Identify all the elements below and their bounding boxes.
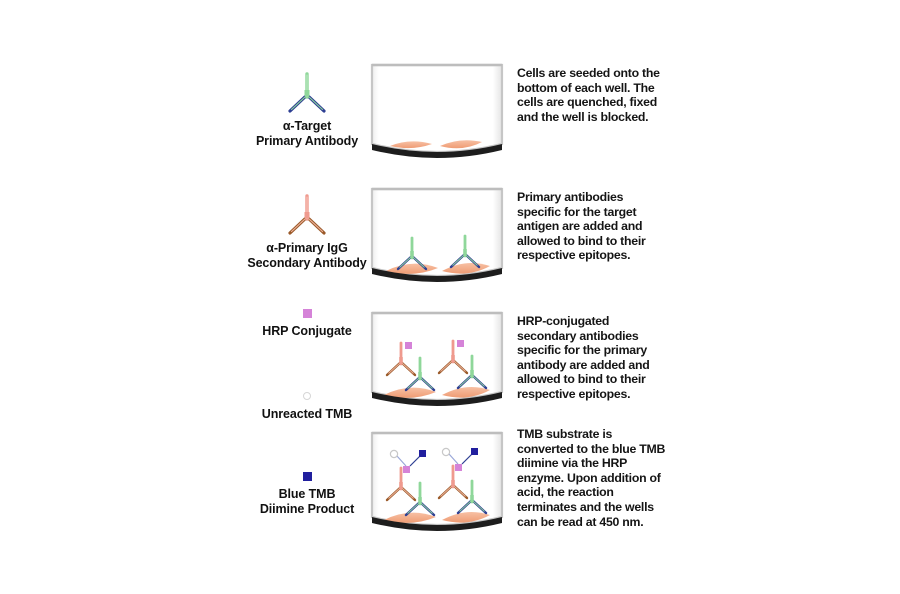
blue-tmb-marker <box>471 448 478 455</box>
hrp-conjugate-marker <box>403 466 410 473</box>
legend-item-unreacted-tmb: Unreacted TMB <box>222 388 392 422</box>
legend-item-blue-tmb: Blue TMB Diimine Product <box>222 468 392 516</box>
antibody-y-icon <box>222 68 392 116</box>
antibody-y-icon <box>222 190 392 238</box>
antibody-complex <box>437 339 488 390</box>
unreacted-tmb-marker <box>389 449 399 459</box>
hrp-conjugate-marker <box>455 464 462 471</box>
legend-item-secondary-antibody: α-Primary IgG Secondary Antibody <box>222 190 392 270</box>
cell-layer <box>390 140 482 149</box>
well-4 <box>368 430 506 540</box>
legend-item-primary-antibody: α-Target Primary Antibody <box>222 68 392 148</box>
well-3 <box>368 310 506 415</box>
antibody-complex <box>437 447 488 515</box>
legend-label-primary-antibody: α-Target Primary Antibody <box>255 119 359 148</box>
antibody-complex <box>385 341 436 392</box>
step-description-1: Cells are seeded onto the bottom of each… <box>517 66 660 124</box>
step-description-2: Primary antibodies specific for the targ… <box>517 190 646 263</box>
hrp-conjugate-marker <box>457 340 464 347</box>
antibody-complex <box>385 449 436 517</box>
step-description-4: TMB substrate is converted to the blue T… <box>517 427 666 529</box>
filled-square-icon <box>222 305 392 321</box>
cell-layer <box>384 386 490 398</box>
legend-label-hrp-conjugate: HRP Conjugate <box>262 324 352 338</box>
well-2 <box>368 186 506 291</box>
cell-layer <box>384 511 490 523</box>
hrp-conjugate-marker <box>405 342 412 349</box>
hollow-circle-icon <box>222 388 392 404</box>
filled-square-icon <box>222 468 392 484</box>
primary-antibody-glyph <box>449 234 481 269</box>
legend-label-secondary-antibody: α-Primary IgG Secondary Antibody <box>247 241 367 270</box>
legend-label-unreacted-tmb: Unreacted TMB <box>261 407 353 421</box>
legend-item-hrp-conjugate: HRP Conjugate <box>222 305 392 339</box>
blue-tmb-marker <box>419 450 426 457</box>
well-1 <box>368 62 506 167</box>
unreacted-tmb-marker <box>441 447 451 457</box>
step-description-3: HRP-conjugated secondary antibodies spec… <box>517 314 650 401</box>
primary-antibody-glyph <box>396 236 428 271</box>
legend-label-blue-tmb: Blue TMB Diimine Product <box>259 487 355 516</box>
